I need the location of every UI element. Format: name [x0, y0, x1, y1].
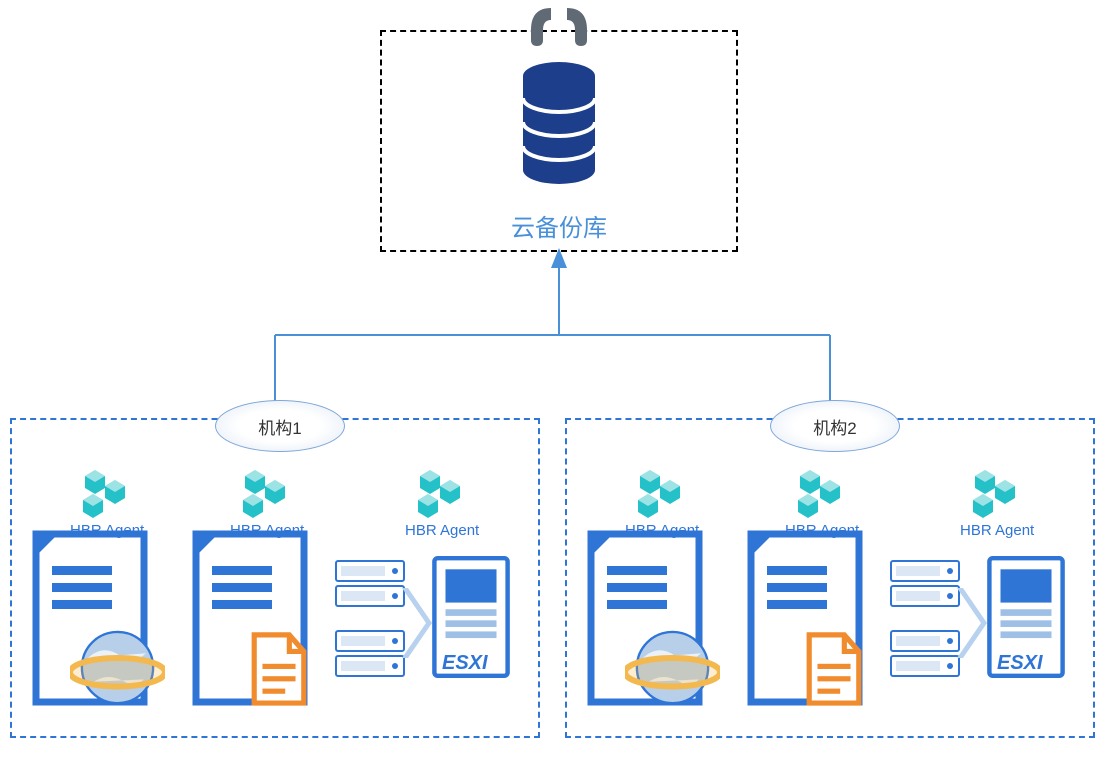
- org2-badge-label: 机构2: [813, 414, 856, 439]
- rack-icon: [890, 655, 960, 677]
- rack-icon: [890, 560, 960, 582]
- rack-icon: [335, 585, 405, 607]
- rack-icon: [890, 585, 960, 607]
- rack-icon: [890, 630, 960, 652]
- file-icon: [803, 630, 865, 710]
- org1-badge-label: 机构1: [258, 414, 301, 439]
- chevron-icon: [402, 588, 432, 658]
- rack-icon: [335, 560, 405, 582]
- org1-badge: 机构1: [215, 400, 345, 452]
- diagram-canvas: 云备份库 机构1 机构2: [0, 0, 1109, 757]
- esxi-text: ESXI: [442, 652, 488, 675]
- hex-icon: [410, 470, 470, 522]
- org2-badge: 机构2: [770, 400, 900, 452]
- hex-icon: [630, 470, 690, 522]
- agent-label: HBR Agent: [960, 522, 1034, 539]
- globe-icon: [625, 620, 720, 715]
- file-icon: [248, 630, 310, 710]
- hex-icon: [790, 470, 850, 522]
- hex-icon: [965, 470, 1025, 522]
- chevron-icon: [957, 588, 987, 658]
- globe-icon: [70, 620, 165, 715]
- org2-agent-esxi: HBR Agent ESXI: [905, 470, 1095, 720]
- org1-agent-web: HBR Agent: [30, 470, 190, 720]
- rack-icon: [335, 655, 405, 677]
- org2-agent-web: HBR Agent: [585, 470, 745, 720]
- hex-icon: [75, 470, 135, 522]
- org2-agent-file: HBR Agent: [745, 470, 905, 720]
- agent-label: HBR Agent: [405, 522, 479, 539]
- esxi-text: ESXI: [997, 652, 1043, 675]
- org1-agent-file: HBR Agent: [190, 470, 350, 720]
- org1-agent-esxi: HBR Agent ESXI: [350, 470, 540, 720]
- rack-icon: [335, 630, 405, 652]
- hex-icon: [235, 470, 295, 522]
